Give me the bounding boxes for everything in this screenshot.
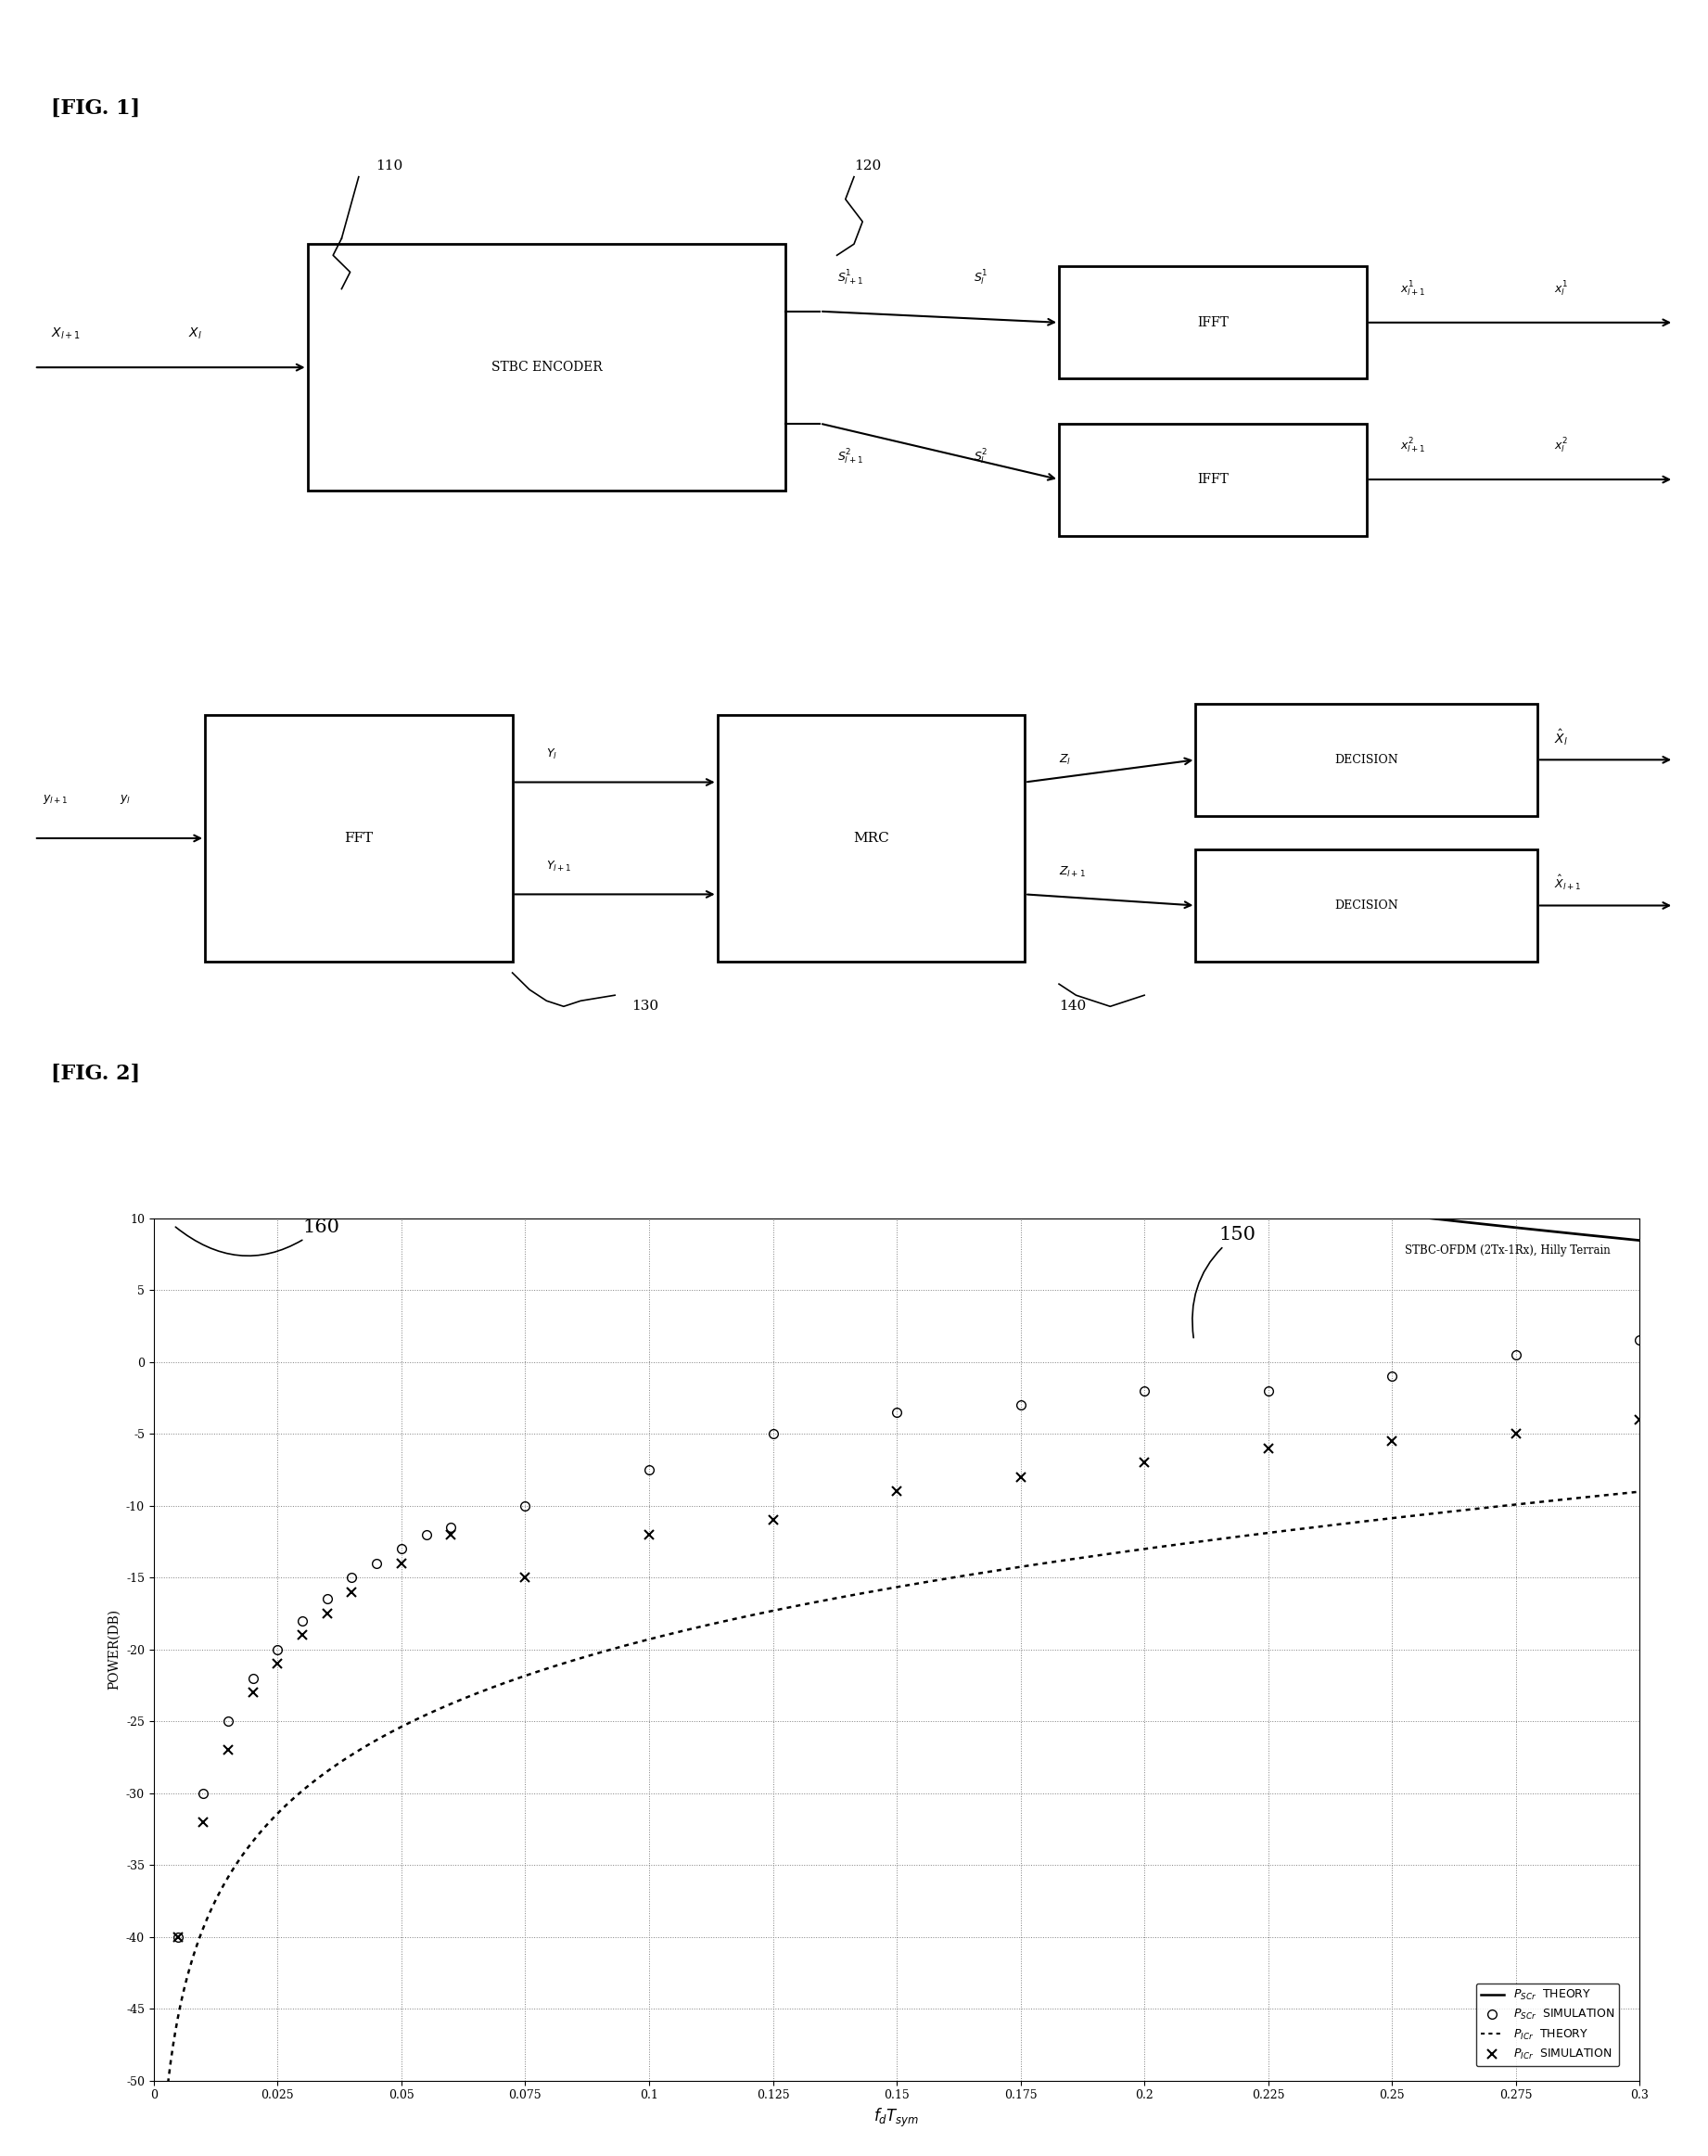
Text: DECISION: DECISION [1334,755,1399,765]
Text: 140: 140 [1059,1000,1086,1013]
Text: $X_{l+1}$: $X_{l+1}$ [51,326,80,341]
Text: 130: 130 [632,1000,659,1013]
Bar [1059,423,1366,535]
Text: $Z_l$: $Z_l$ [1059,752,1071,768]
Text: $X_l$: $X_l$ [188,326,202,341]
Text: $y_l$: $y_l$ [120,793,132,806]
Text: $Z_{l+1}$: $Z_{l+1}$ [1059,865,1086,880]
Text: $S^1_{l+1}$: $S^1_{l+1}$ [837,267,863,287]
Bar [1196,703,1537,815]
Text: [FIG. 1]: [FIG. 1] [51,99,140,119]
Text: $x^1_l$: $x^1_l$ [1554,280,1568,298]
Text: 110: 110 [376,160,403,172]
Text: $S^1_l$: $S^1_l$ [974,267,987,287]
Text: $Y_l$: $Y_l$ [547,748,559,761]
Text: $x^1_{l+1}$: $x^1_{l+1}$ [1401,280,1426,298]
X-axis label: $f_d T_{sym}$: $f_d T_{sym}$ [874,2106,919,2130]
Text: MRC: MRC [852,832,890,845]
Legend: $P_{SCr}$  THEORY, $P_{SCr}$  SIMULATION, $P_{ICr}$  THEORY, $P_{ICr}$  SIMULATI: $P_{SCr}$ THEORY, $P_{SCr}$ SIMULATION, … [1476,1984,1619,2065]
Bar [1196,849,1537,962]
Text: 120: 120 [854,160,881,172]
Text: STBC-OFDM (2Tx-1Rx), Hilly Terrain: STBC-OFDM (2Tx-1Rx), Hilly Terrain [1404,1244,1611,1257]
Bar [307,244,786,492]
Text: $\hat{X}_l$: $\hat{X}_l$ [1554,727,1568,748]
Text: [FIG. 2]: [FIG. 2] [51,1063,140,1084]
Text: IFFT: IFFT [1197,317,1228,330]
Bar [717,716,1025,962]
Y-axis label: POWER(DB): POWER(DB) [108,1608,121,1690]
Bar [1059,267,1366,379]
Bar [205,716,512,962]
Text: $S^2_l$: $S^2_l$ [974,448,987,466]
Text: STBC ENCODER: STBC ENCODER [490,360,603,373]
Text: $x^2_l$: $x^2_l$ [1554,436,1568,455]
Text: $\hat{X}_{l+1}$: $\hat{X}_{l+1}$ [1554,873,1582,893]
Text: 150: 150 [1192,1227,1255,1337]
Text: $S^2_{l+1}$: $S^2_{l+1}$ [837,448,863,466]
Text: $Y_{l+1}$: $Y_{l+1}$ [547,860,572,873]
Text: $y_{l+1}$: $y_{l+1}$ [43,793,68,806]
Text: FFT: FFT [345,832,372,845]
Text: 160: 160 [176,1218,340,1255]
Text: $x^2_{l+1}$: $x^2_{l+1}$ [1401,436,1426,455]
Text: IFFT: IFFT [1197,472,1228,485]
Text: DECISION: DECISION [1334,899,1399,912]
